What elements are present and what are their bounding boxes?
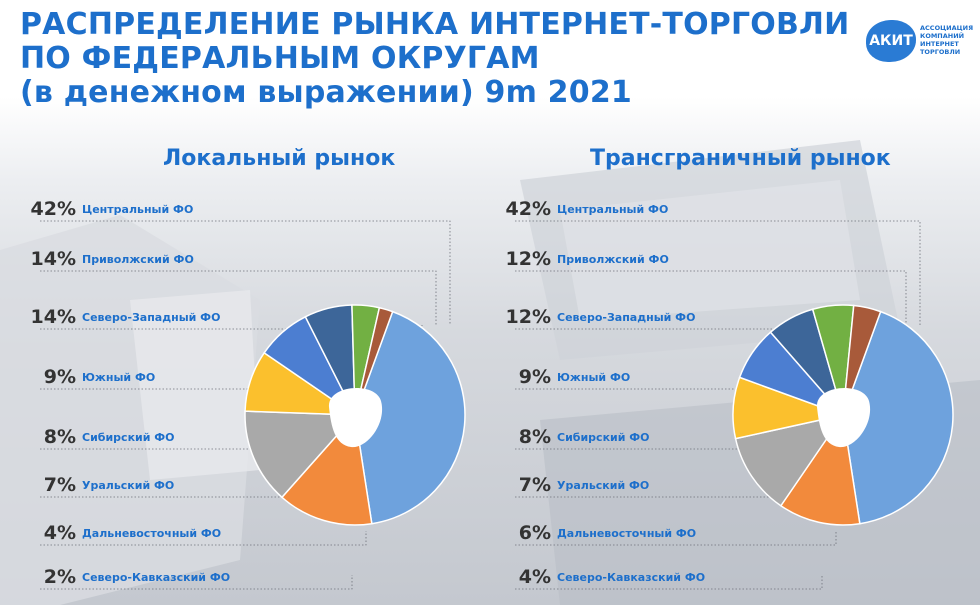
legend-percent: 2% xyxy=(43,566,76,588)
logo-text: Ассоциация компаний интернет торговли xyxy=(920,24,976,56)
cross-border-market-title: Трансграничный рынок xyxy=(590,146,891,171)
legend-row: 42% Центральный ФО xyxy=(495,197,669,221)
pie-slice xyxy=(842,304,882,416)
logo-badge: АКИТ xyxy=(866,20,916,62)
legend-row: 2% Северо-Кавказский ФО xyxy=(20,565,230,589)
legend-percent: 6% xyxy=(518,522,551,544)
title-line: ПО ФЕДЕРАЛЬНЫМ ОКРУГАМ xyxy=(20,41,540,76)
legend-percent: 14% xyxy=(30,248,76,270)
pie-slice xyxy=(244,410,357,499)
legend-row: 9% Южный ФО xyxy=(495,365,630,389)
legend-label: Уральский ФО xyxy=(557,478,650,492)
pie-center-hole xyxy=(328,388,383,448)
pie-slice xyxy=(842,310,954,525)
legend-label: Центральный ФО xyxy=(82,202,194,216)
legend-row: 8% Сибирский ФО xyxy=(20,425,175,449)
legend-row: 4% Северо-Кавказский ФО xyxy=(495,565,705,589)
akit-logo: АКИТ Ассоциация компаний интернет торгов… xyxy=(866,14,976,76)
legend-label: Дальневосточный ФО xyxy=(557,526,697,540)
legend-label: Северо-Западный ФО xyxy=(82,310,221,324)
legend-percent: 42% xyxy=(30,198,76,220)
legend-row: 8% Сибирский ФО xyxy=(495,425,650,449)
legend-percent: 14% xyxy=(30,306,76,328)
legend-row: 12% Северо-Западный ФО xyxy=(495,305,696,329)
legend-row: 6% Дальневосточный ФО xyxy=(495,521,696,545)
legend-percent: 42% xyxy=(505,198,551,220)
pie-slice xyxy=(354,306,394,416)
page-title: РАСПРЕДЕЛЕНИЕ РЫНКА ИНТЕРНЕТ-ТОРГОВЛИ ПО… xyxy=(20,8,850,110)
logo-text-line: торговли xyxy=(920,48,961,56)
legend-row: 4% Дальневосточный ФО xyxy=(20,521,221,545)
legend-row: 7% Уральский ФО xyxy=(495,473,650,497)
legend-row: 14% Северо-Западный ФО xyxy=(20,305,221,329)
legend-percent: 4% xyxy=(518,566,551,588)
legend-row: 12% Приволжский ФО xyxy=(495,247,669,271)
legend-label: Центральный ФО xyxy=(557,202,669,216)
legend-percent: 8% xyxy=(43,426,76,448)
legend-label: Сибирский ФО xyxy=(557,430,650,444)
legend-row: 9% Южный ФО xyxy=(20,365,155,389)
legend-label: Уральский ФО xyxy=(82,478,175,492)
legend-label: Южный ФО xyxy=(82,370,156,384)
logo-text-line: компаний xyxy=(920,32,965,40)
legend-percent: 4% xyxy=(43,522,76,544)
logo-text-line: Ассоциация xyxy=(920,24,974,32)
logo-text-line: интернет xyxy=(920,40,959,48)
legend-percent: 12% xyxy=(505,248,551,270)
legend-percent: 9% xyxy=(518,366,551,388)
local-market-title: Локальный рынок xyxy=(163,146,396,171)
legend-label: Приволжский ФО xyxy=(82,252,194,266)
legend-row: 42% Центральный ФО xyxy=(20,197,194,221)
legend-percent: 7% xyxy=(43,474,76,496)
title-line: (в денежном выражении) 9m 2021 xyxy=(20,75,632,110)
legend-percent: 12% xyxy=(505,306,551,328)
legend-row: 7% Уральский ФО xyxy=(20,473,175,497)
title-line: РАСПРЕДЕЛЕНИЕ РЫНКА ИНТЕРНЕТ-ТОРГОВЛИ xyxy=(20,7,850,42)
legend-percent: 7% xyxy=(518,474,551,496)
legend-label: Северо-Западный ФО xyxy=(557,310,696,324)
pie-center-hole xyxy=(816,388,871,448)
legend-percent: 8% xyxy=(518,426,551,448)
legend-label: Сибирский ФО xyxy=(82,430,175,444)
pie-slice xyxy=(354,310,466,525)
pie-slice xyxy=(734,413,845,507)
legend-label: Южный ФО xyxy=(557,370,631,384)
legend-row: 14% Приволжский ФО xyxy=(20,247,194,271)
legend-label: Дальневосточный ФО xyxy=(82,526,222,540)
legend-label: Северо-Кавказский ФО xyxy=(82,570,231,584)
legend-label: Северо-Кавказский ФО xyxy=(557,570,706,584)
legend-label: Приволжский ФО xyxy=(557,252,669,266)
legend-percent: 9% xyxy=(43,366,76,388)
